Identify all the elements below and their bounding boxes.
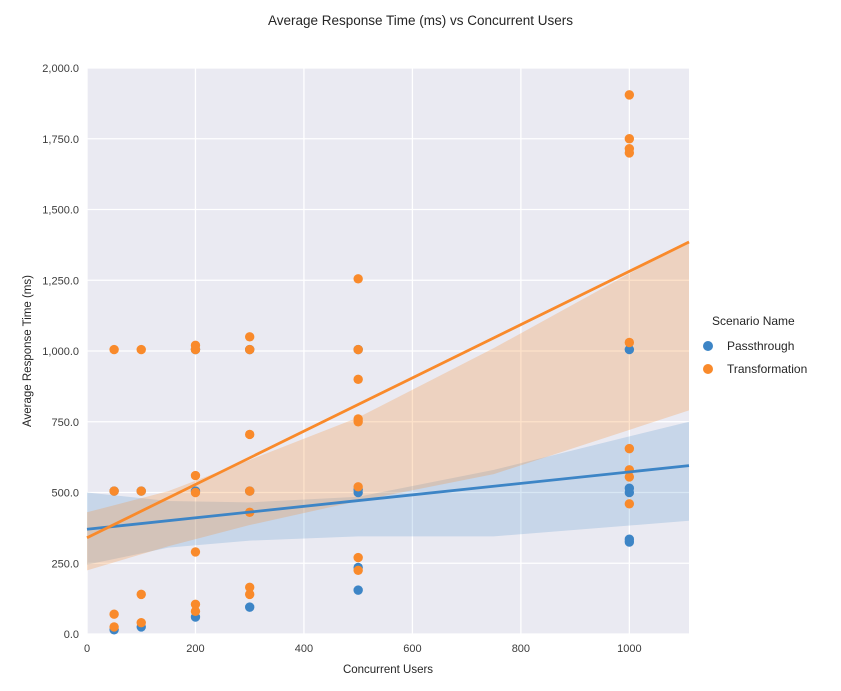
x-tick-label: 200 [186,643,204,655]
y-tick-label: 1,750.0 [42,134,79,146]
legend-marker-passthrough-icon [703,340,713,351]
scatter-point-transformation [190,606,201,617]
regression-line-transformation [86,240,690,540]
scatter-point-transformation [136,486,146,496]
ci-band-transformation [87,240,689,571]
legend-item-passthrough: Passthrough [699,334,807,357]
legend-label-transformation: Transformation [727,361,808,376]
x-tick-label: 0 [84,643,90,655]
scatter-point-transformation [624,90,635,100]
x-tick-label: 600 [403,643,421,655]
scatter-point-transformation [353,552,363,563]
scatter-point-transformation [624,443,635,454]
x-axis-label: Concurrent Users [342,664,434,676]
legend: Scenario Name Passthrough Transformation [699,314,807,380]
scatter-point-passthrough [624,537,635,547]
scatter-point-transformation [353,344,363,355]
legend-item-transformation: Transformation [699,357,807,380]
scatter-point-transformation [624,148,635,158]
scatter-point-transformation [245,429,255,440]
scatter-point-transformation [245,486,255,496]
ci-band-passthrough [87,421,689,565]
scatter-point-transformation [353,417,363,427]
y-tick-label: 1,250.0 [42,275,79,287]
legend-marker-transformation-icon [703,363,713,374]
legend-title: Scenario Name [712,314,795,328]
scatter-point-transformation [624,337,635,348]
scatter-point-transformation [624,472,635,482]
scatter-point-passthrough [624,344,635,355]
y-axis-label: Average Response Time (ms) [22,275,34,427]
scatter-point-transformation [353,374,363,384]
scatter-point-transformation [109,344,119,355]
scatter-point-transformation [353,274,363,284]
scatter-point-passthrough [624,487,635,498]
y-tick-label: 1,000.0 [42,346,79,358]
scatter-point-transformation [190,547,201,557]
scatter-point-transformation [245,582,255,593]
scatter-point-transformation [109,609,119,619]
x-tick-label: 1000 [617,643,641,655]
scatter-point-transformation [245,332,255,342]
scatter-point-transformation [245,589,255,600]
y-tick-label: 250.0 [51,558,79,570]
chart-title: Average Response Time (ms) vs Concurrent… [267,13,574,28]
regression-line-passthrough [86,464,690,531]
scatter-point-transformation [109,622,119,632]
scatter-point-transformation [190,487,201,498]
scatter-point-transformation [353,482,363,492]
legend-label-passthrough: Passthrough [727,338,795,353]
y-tick-label: 500.0 [51,488,79,500]
y-tick-label: 1,500.0 [42,205,79,217]
y-tick-label: 2,000.0 [42,63,79,75]
scatter-point-transformation [190,470,201,481]
y-tick-label: 0.0 [64,629,79,641]
scatter-point-transformation [136,617,146,628]
scatter-point-passthrough [353,585,363,595]
scatter-point-transformation [353,565,363,576]
scatter-point-transformation [624,499,635,509]
scatter-point-transformation [190,344,201,355]
scatter-point-passthrough [245,602,255,612]
x-tick-label: 400 [295,643,313,655]
y-tick-label: 750.0 [51,417,79,429]
scatter-point-transformation [245,344,255,355]
scatter-point-transformation [136,589,146,600]
scatter-point-transformation [624,134,635,144]
scatter-point-transformation [136,344,146,355]
x-tick-label: 800 [512,643,530,655]
scatter-point-transformation [190,599,201,609]
scatter-point-transformation [109,486,119,496]
